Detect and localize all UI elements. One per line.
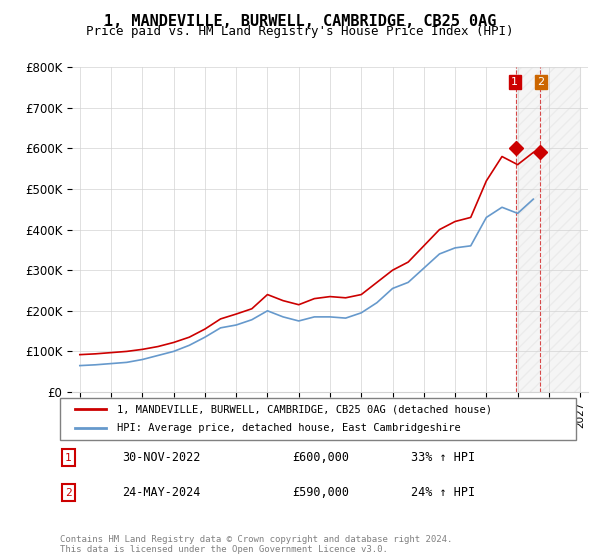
- Text: 24-MAY-2024: 24-MAY-2024: [122, 486, 200, 500]
- Text: Price paid vs. HM Land Registry's House Price Index (HPI): Price paid vs. HM Land Registry's House …: [86, 25, 514, 38]
- Text: 1: 1: [511, 77, 518, 87]
- Text: 33% ↑ HPI: 33% ↑ HPI: [411, 451, 475, 464]
- Text: 2: 2: [65, 488, 72, 498]
- Text: 2: 2: [538, 77, 545, 87]
- FancyBboxPatch shape: [60, 398, 576, 440]
- Text: £590,000: £590,000: [292, 486, 349, 500]
- Bar: [517, 67, 580, 392]
- Text: £600,000: £600,000: [292, 451, 349, 464]
- Text: Contains HM Land Registry data © Crown copyright and database right 2024.
This d: Contains HM Land Registry data © Crown c…: [60, 535, 452, 554]
- Text: 1, MANDEVILLE, BURWELL, CAMBRIDGE, CB25 0AG (detached house): 1, MANDEVILLE, BURWELL, CAMBRIDGE, CB25 …: [117, 404, 492, 414]
- Text: 1, MANDEVILLE, BURWELL, CAMBRIDGE, CB25 0AG: 1, MANDEVILLE, BURWELL, CAMBRIDGE, CB25 …: [104, 14, 496, 29]
- Text: 1: 1: [65, 453, 72, 463]
- Text: 30-NOV-2022: 30-NOV-2022: [122, 451, 200, 464]
- Text: 24% ↑ HPI: 24% ↑ HPI: [411, 486, 475, 500]
- Text: HPI: Average price, detached house, East Cambridgeshire: HPI: Average price, detached house, East…: [117, 423, 461, 433]
